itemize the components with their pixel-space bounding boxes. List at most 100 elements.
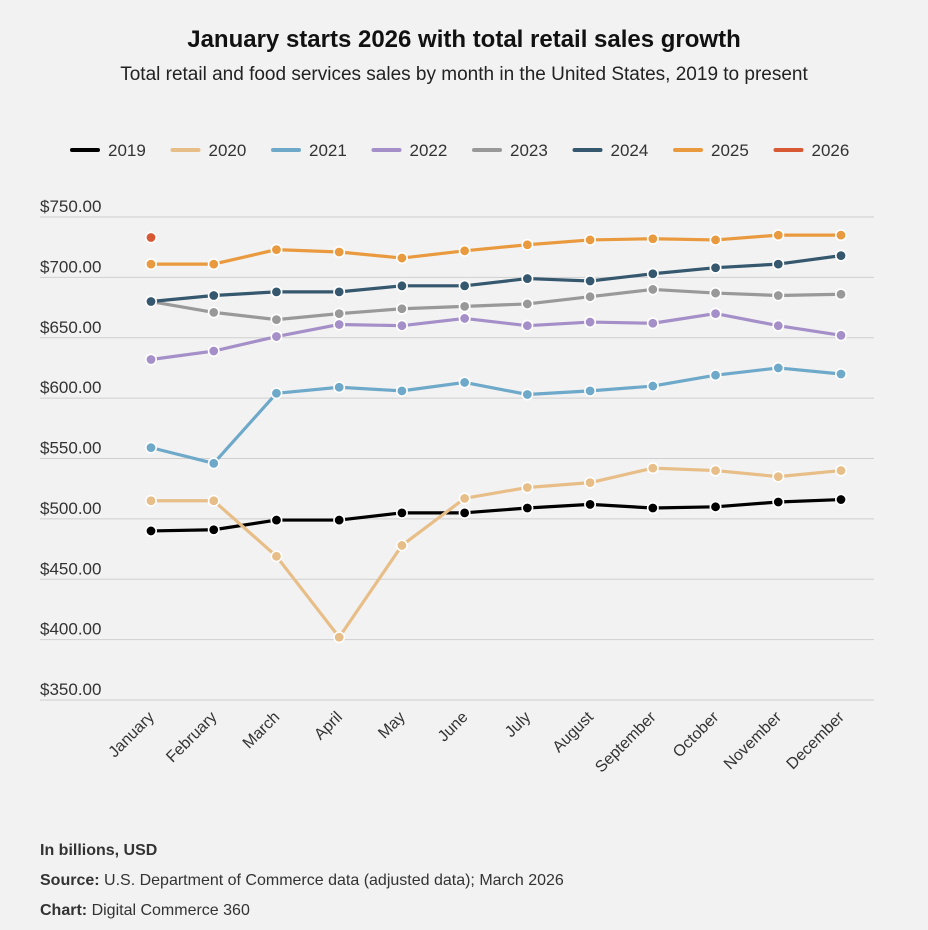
legend-item: 2021 (271, 141, 347, 160)
y-tick-label: $700.00 (40, 257, 101, 276)
chart-title: January starts 2026 with total retail sa… (187, 26, 741, 53)
series-line (149, 466, 843, 639)
data-point (521, 502, 534, 515)
data-point (458, 376, 471, 389)
x-tick-label: May (375, 709, 408, 742)
data-point (145, 441, 158, 454)
data-point (709, 261, 722, 274)
data-point (772, 319, 785, 332)
legend-label: 2026 (812, 141, 850, 160)
legend-item: 2019 (70, 141, 146, 160)
data-point (646, 462, 659, 475)
data-point (333, 381, 346, 394)
data-point (834, 229, 847, 242)
series-line (149, 287, 843, 322)
source-text: U.S. Department of Commerce data (adjust… (104, 872, 564, 889)
data-point (333, 246, 346, 259)
data-point (270, 550, 283, 563)
x-tick-label: August (550, 708, 598, 756)
legend-item: 2022 (371, 141, 448, 160)
line-chart: $350.00 $400.00 $450.00 $500.00 $550.00 $600.… (40, 141, 874, 776)
data-point (458, 300, 471, 313)
data-point (834, 493, 847, 506)
data-point (646, 267, 659, 280)
data-point (458, 492, 471, 505)
data-point (207, 289, 220, 302)
data-point (646, 380, 659, 393)
data-point (458, 506, 471, 519)
x-axis-labels: January February March April May June July Augu… (106, 708, 849, 776)
data-point (145, 231, 158, 244)
y-tick-label: $750.00 (40, 197, 101, 216)
data-point (207, 306, 220, 319)
legend-label: 2025 (711, 141, 749, 160)
chart-subtitle: Total retail and food services sales by … (120, 64, 808, 85)
data-point (395, 319, 408, 332)
data-point (207, 457, 220, 470)
y-tick-label: $350.00 (40, 680, 101, 699)
data-point (584, 384, 597, 397)
data-point (270, 313, 283, 326)
x-tick-label: November (721, 708, 786, 773)
x-tick-label: April (311, 709, 346, 744)
legend-label: 2022 (410, 141, 448, 160)
x-tick-label: March (240, 709, 283, 752)
legend: 2019 2020 2021 2022 2023 2024 2025 2026 (70, 141, 850, 160)
series-2023 (145, 283, 847, 326)
x-tick-label: October (670, 708, 723, 761)
series-2021 (145, 361, 847, 470)
series-2025 (145, 229, 847, 271)
data-point (145, 524, 158, 537)
y-tick-label: $600.00 (40, 378, 101, 397)
data-point (458, 244, 471, 257)
data-point (395, 302, 408, 315)
data-point (772, 289, 785, 302)
data-point (772, 229, 785, 242)
series-line (149, 312, 843, 362)
series-2024 (145, 249, 847, 308)
data-point (584, 233, 597, 246)
data-point (270, 330, 283, 343)
data-point (709, 233, 722, 246)
data-point (395, 539, 408, 552)
series-2026 (145, 231, 158, 244)
data-point (772, 470, 785, 483)
data-point (207, 258, 220, 271)
chart-credit-label: Chart: (40, 902, 88, 919)
data-point (521, 481, 534, 494)
data-point (395, 279, 408, 292)
x-tick-label: February (163, 709, 220, 766)
data-point (709, 307, 722, 320)
x-tick-label: June (435, 709, 472, 746)
series-2019 (145, 493, 847, 537)
data-point (207, 523, 220, 536)
data-point (646, 317, 659, 330)
legend-label: 2023 (510, 141, 548, 160)
series-line (149, 233, 843, 266)
legend-item: 2026 (773, 141, 850, 160)
y-axis-labels: $350.00 $400.00 $450.00 $500.00 $550.00 $600.… (40, 197, 101, 699)
data-point (395, 384, 408, 397)
legend-item: 2023 (472, 141, 548, 160)
series-line (149, 254, 843, 304)
data-point (521, 297, 534, 310)
legend-item: 2024 (572, 141, 648, 160)
data-point (709, 369, 722, 382)
data-point (333, 318, 346, 331)
x-tick-label: July (502, 709, 534, 741)
x-tick-label: September (592, 708, 660, 776)
data-point (646, 502, 659, 515)
data-point (333, 285, 346, 298)
series-line (149, 366, 843, 465)
series-2022 (145, 307, 847, 366)
data-point (772, 495, 785, 508)
chart-credit-text: Digital Commerce 360 (91, 902, 250, 919)
data-point (646, 283, 659, 296)
data-point (834, 367, 847, 380)
source-note: Source: U.S. Department of Commerce data… (40, 872, 564, 890)
data-point (584, 290, 597, 303)
data-point (834, 464, 847, 477)
y-gridlines (40, 216, 874, 701)
data-point (709, 287, 722, 300)
data-point (270, 514, 283, 527)
